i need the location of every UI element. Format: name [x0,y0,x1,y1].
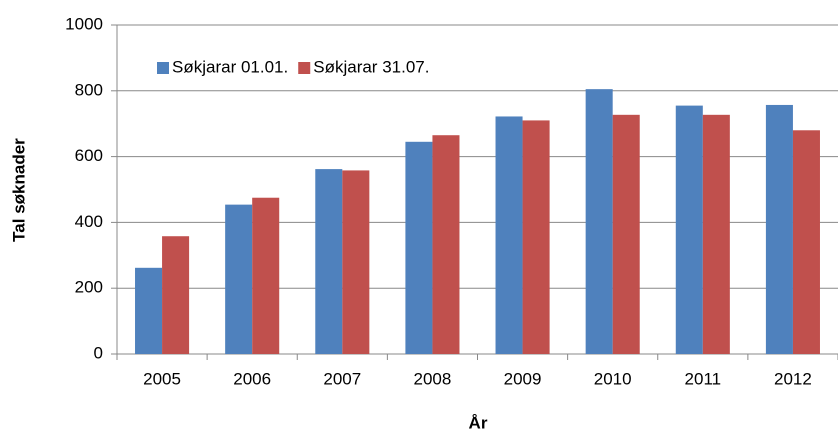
bar [252,197,280,354]
x-tick-label: 2006 [233,369,271,388]
bar [225,204,253,354]
y-axis-title: Tal søknader [9,138,28,242]
y-tick-label: 0 [94,343,103,362]
legend-swatch [157,62,169,74]
bar [585,89,613,354]
x-tick-label: 2008 [414,369,452,388]
bar [792,130,820,354]
x-tick-label: 2005 [143,369,181,388]
x-tick-label: 2012 [774,369,812,388]
bar [522,120,550,354]
bar [162,236,190,354]
y-tick-label: 600 [75,146,103,165]
legend-swatch [298,62,311,74]
x-tick-label: 2010 [594,369,632,388]
bar [675,105,703,354]
bar [702,114,730,354]
x-axis-title: År [469,413,488,432]
bar [432,135,460,354]
bar [405,141,433,354]
bar [342,170,370,354]
x-tick-label: 2011 [685,369,722,388]
bar [612,114,640,354]
bar [495,116,523,354]
x-tick-label: 2009 [504,369,542,388]
y-tick-label: 1000 [65,14,103,33]
legend-label: Søkjarar 31.07. [313,57,429,76]
y-tick-label: 800 [75,80,103,99]
bar [765,104,793,355]
x-tick-label: 2007 [323,369,361,388]
y-tick-label: 200 [75,278,103,297]
y-tick-label: 400 [75,212,103,231]
bar [315,169,343,354]
bar [135,267,163,354]
legend-label: Søkjarar 01.01. [172,57,288,76]
